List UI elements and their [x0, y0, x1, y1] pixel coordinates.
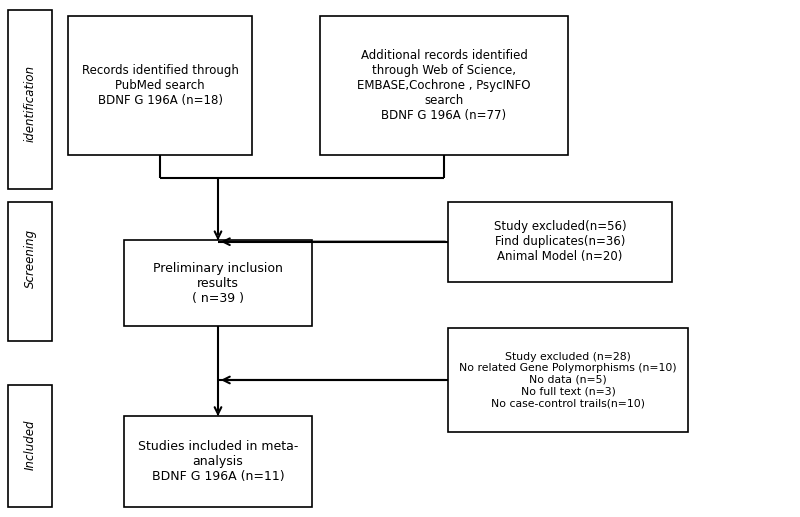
Text: Preliminary inclusion
results
( n=39 ): Preliminary inclusion results ( n=39 ) — [153, 262, 283, 305]
Text: Additional records identified
through Web of Science,
EMBASE,Cochrone , PsycINFO: Additional records identified through We… — [358, 49, 530, 122]
Text: identification: identification — [24, 65, 37, 142]
Bar — [448, 202, 672, 282]
Bar — [124, 240, 312, 326]
Text: Included: Included — [24, 419, 37, 470]
Text: Records identified through
PubMed search
BDNF G 196A (n=18): Records identified through PubMed search… — [82, 64, 238, 107]
Text: Study excluded (n=28)
No related Gene Polymorphisms (n=10)
No data (n=5)
No full: Study excluded (n=28) No related Gene Po… — [459, 352, 677, 408]
Bar — [124, 416, 312, 507]
Text: Screening: Screening — [24, 229, 37, 288]
Bar — [448, 328, 688, 432]
Bar — [8, 385, 52, 507]
Text: Studies included in meta-
analysis
BDNF G 196A (n=11): Studies included in meta- analysis BDNF … — [138, 440, 298, 483]
Bar — [8, 202, 52, 341]
Text: Study excluded(n=56)
Find duplicates(n=36)
Animal Model (n=20): Study excluded(n=56) Find duplicates(n=3… — [494, 220, 626, 263]
Bar — [320, 16, 568, 155]
Bar — [8, 10, 52, 189]
Bar — [68, 16, 252, 155]
